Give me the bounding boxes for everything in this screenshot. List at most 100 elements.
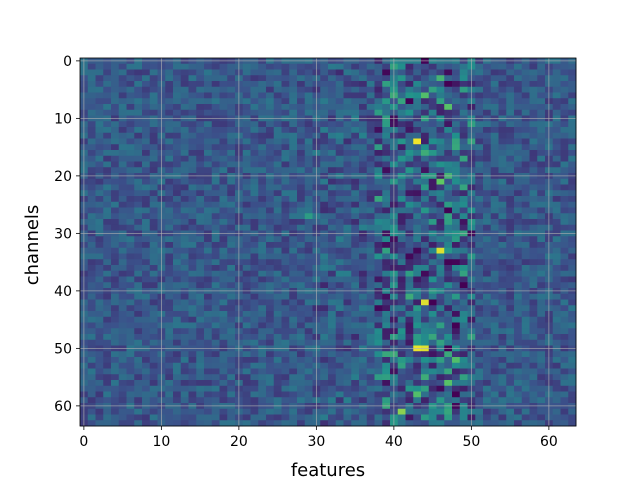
heatmap-cell — [506, 207, 515, 214]
heatmap-cell — [483, 86, 492, 93]
heatmap-cell — [421, 316, 430, 323]
heatmap-cell — [266, 132, 275, 139]
heatmap-cell — [304, 282, 313, 289]
heatmap-cell — [149, 368, 158, 375]
heatmap-cell — [382, 86, 391, 93]
heatmap-cell — [483, 121, 492, 128]
heatmap-cell — [506, 391, 515, 398]
heatmap-cell — [436, 408, 445, 415]
heatmap-cell — [188, 380, 197, 387]
heatmap-cell — [335, 265, 344, 272]
heatmap-cell — [142, 362, 151, 369]
heatmap-cell — [436, 155, 445, 162]
heatmap-cell — [149, 316, 158, 323]
heatmap-cell — [397, 178, 406, 185]
heatmap-cell — [452, 282, 461, 289]
heatmap-cell — [126, 385, 135, 392]
heatmap-cell — [219, 270, 228, 277]
heatmap-cell — [111, 167, 120, 174]
heatmap-cell — [475, 132, 484, 139]
heatmap-cell — [428, 247, 437, 254]
heatmap-cell — [111, 328, 120, 335]
heatmap-cell — [173, 242, 182, 249]
heatmap-cell — [273, 385, 282, 392]
heatmap-cell — [297, 276, 306, 283]
heatmap-cell — [560, 253, 569, 260]
heatmap-cell — [258, 81, 267, 88]
heatmap-cell — [95, 201, 104, 208]
heatmap-cell — [95, 144, 104, 151]
heatmap-cell — [95, 121, 104, 128]
heatmap-cell — [211, 368, 220, 375]
heatmap-cell — [281, 276, 290, 283]
heatmap-cell — [351, 201, 360, 208]
heatmap-cell — [95, 104, 104, 111]
heatmap-cell — [180, 69, 189, 76]
heatmap-cell — [560, 69, 569, 76]
heatmap-cell — [304, 362, 313, 369]
heatmap-cell — [266, 81, 275, 88]
heatmap-cell — [506, 311, 515, 318]
heatmap-cell — [421, 224, 430, 231]
heatmap-cell — [173, 75, 182, 82]
heatmap-cell — [297, 351, 306, 358]
heatmap-cell — [297, 109, 306, 116]
heatmap-cell — [568, 132, 577, 139]
heatmap-cell — [397, 196, 406, 203]
heatmap-cell — [366, 201, 375, 208]
heatmap-cell — [87, 196, 96, 203]
heatmap-cell — [475, 144, 484, 151]
heatmap-cell — [413, 282, 422, 289]
heatmap-cell — [250, 224, 259, 231]
heatmap-cell — [359, 161, 368, 168]
heatmap-cell — [552, 184, 561, 191]
heatmap-cell — [444, 213, 453, 220]
heatmap-cell — [521, 109, 530, 116]
heatmap-cell — [87, 219, 96, 226]
heatmap-cell — [498, 196, 507, 203]
heatmap-cell — [134, 242, 143, 249]
heatmap-cell — [250, 414, 259, 421]
heatmap-cell — [204, 380, 213, 387]
heatmap-cell — [281, 339, 290, 346]
heatmap-cell — [118, 368, 127, 375]
heatmap-cell — [359, 69, 368, 76]
heatmap-cell — [359, 305, 368, 312]
heatmap-cell — [111, 121, 120, 128]
heatmap-cell — [196, 305, 205, 312]
heatmap-cell — [118, 391, 127, 398]
heatmap-cell — [506, 305, 515, 312]
heatmap-cell — [165, 81, 174, 88]
heatmap-cell — [242, 219, 251, 226]
heatmap-cell — [436, 150, 445, 157]
heatmap-cell — [529, 322, 538, 329]
heatmap-cell — [165, 247, 174, 254]
heatmap-cell — [397, 242, 406, 249]
heatmap-cell — [126, 351, 135, 358]
heatmap-cell — [374, 408, 383, 415]
heatmap-cell — [514, 207, 523, 214]
heatmap-cell — [219, 201, 228, 208]
heatmap-cell — [173, 380, 182, 387]
heatmap-cell — [374, 75, 383, 82]
heatmap-cell — [335, 242, 344, 249]
heatmap-cell — [118, 190, 127, 197]
heatmap-cell — [374, 276, 383, 283]
heatmap-cell — [374, 219, 383, 226]
heatmap-cell — [204, 161, 213, 168]
heatmap-cell — [188, 161, 197, 168]
heatmap-cell — [134, 328, 143, 335]
heatmap-cell — [227, 293, 236, 300]
heatmap-cell — [165, 270, 174, 277]
heatmap-cell — [452, 414, 461, 421]
heatmap-cell — [103, 368, 112, 375]
heatmap-cell — [126, 104, 135, 111]
heatmap-cell — [258, 391, 267, 398]
heatmap-cell — [328, 362, 337, 369]
heatmap-cell — [126, 150, 135, 157]
heatmap-cell — [444, 282, 453, 289]
heatmap-cell — [328, 132, 337, 139]
heatmap-cell — [560, 201, 569, 208]
heatmap-cell — [498, 63, 507, 70]
heatmap-cell — [328, 219, 337, 226]
